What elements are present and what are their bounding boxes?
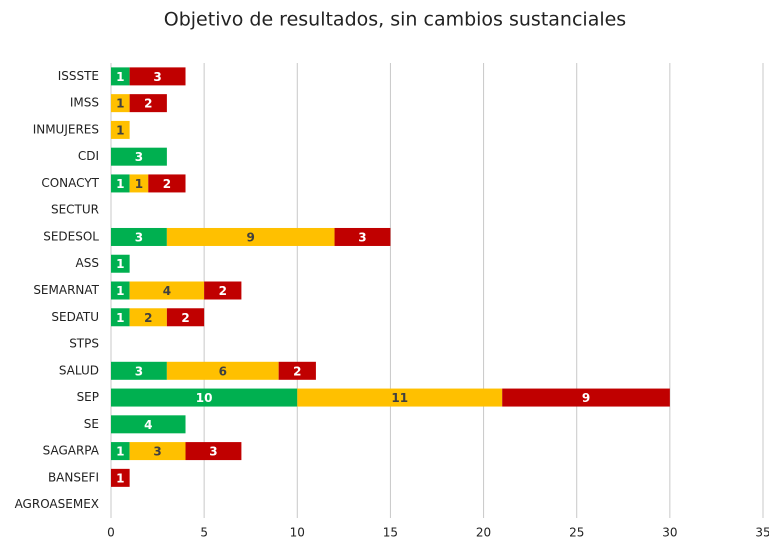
bar-segment <box>297 388 503 407</box>
y-tick-label: SAGARPA <box>43 444 100 458</box>
data-label: 3 <box>209 445 217 459</box>
bar-segment <box>129 67 186 86</box>
bar-segment <box>129 174 149 193</box>
data-label: 1 <box>116 123 124 137</box>
bar-segment <box>111 468 130 487</box>
data-label: 3 <box>153 70 161 84</box>
data-label: 1 <box>116 284 124 298</box>
y-tick-label: SEDESOL <box>43 229 99 243</box>
data-label: 1 <box>116 311 124 325</box>
bar-segment <box>111 361 167 380</box>
bar-segment <box>111 415 186 434</box>
bar-segment <box>111 281 130 300</box>
data-label: 1 <box>135 177 143 191</box>
x-tick-label: 30 <box>662 526 677 540</box>
bar-segment <box>278 361 316 380</box>
bar-segment <box>502 388 670 407</box>
x-tick-label: 0 <box>107 526 115 540</box>
x-tick-label: 10 <box>290 526 305 540</box>
bar-segment <box>166 308 205 327</box>
bar-segment <box>111 147 167 166</box>
bar-segment <box>185 442 242 461</box>
data-label: 1 <box>116 257 124 271</box>
data-label: 3 <box>135 230 143 244</box>
bar-segment <box>334 227 391 246</box>
data-label: 2 <box>163 177 171 191</box>
bar-segment <box>204 281 242 300</box>
bar-segment <box>129 94 167 113</box>
data-label: 6 <box>219 364 227 378</box>
bar-segment <box>111 227 167 246</box>
y-tick-label: CONACYT <box>41 176 99 190</box>
data-label: 3 <box>153 445 161 459</box>
data-label: 10 <box>196 391 213 405</box>
y-tick-label: SECTUR <box>51 203 99 217</box>
data-label: 2 <box>144 97 152 111</box>
bar-segment <box>129 308 167 327</box>
bar-segment <box>111 67 130 86</box>
x-tick-label: 25 <box>569 526 584 540</box>
y-tick-label: BANSEFI <box>48 470 99 484</box>
data-label: 2 <box>219 284 227 298</box>
data-label: 3 <box>135 364 143 378</box>
data-label: 1 <box>116 445 124 459</box>
data-label: 1 <box>116 177 124 191</box>
chart-title: Objetivo de resultados, sin cambios sust… <box>164 9 626 31</box>
bar-segment <box>111 442 130 461</box>
bar-segment <box>111 174 130 193</box>
x-tick-label: 20 <box>476 526 491 540</box>
bar-segment <box>148 174 186 193</box>
y-tick-label: SALUD <box>59 363 99 377</box>
y-tick-label: SE <box>84 417 99 431</box>
data-label: 2 <box>293 364 301 378</box>
bar-segment <box>166 227 335 246</box>
data-label: 9 <box>247 230 255 244</box>
y-tick-label: ISSSTE <box>58 69 99 83</box>
bar-segment <box>111 388 298 407</box>
y-tick-label: STPS <box>69 337 99 351</box>
y-tick-label: SEMARNAT <box>33 283 99 297</box>
bar-segment <box>111 120 130 139</box>
x-tick-label: 15 <box>383 526 398 540</box>
data-label: 1 <box>116 70 124 84</box>
y-tick-label: INMUJERES <box>33 122 99 136</box>
bar-segment <box>111 254 130 273</box>
bar-segment <box>111 94 130 113</box>
bar-segment <box>129 281 205 300</box>
bar-segment <box>166 361 279 380</box>
data-label: 3 <box>135 150 143 164</box>
y-tick-label: SEP <box>77 390 99 404</box>
bar-segment <box>129 442 186 461</box>
y-tick-label: ASS <box>76 256 99 270</box>
data-label: 9 <box>582 391 590 405</box>
data-label: 2 <box>181 311 189 325</box>
y-tick-label: CDI <box>78 149 99 163</box>
bar-segment <box>111 308 130 327</box>
data-label: 1 <box>116 97 124 111</box>
x-tick-label: 35 <box>755 526 769 540</box>
data-label: 3 <box>358 230 366 244</box>
data-label: 4 <box>144 418 152 432</box>
y-tick-label: AGROASEMEX <box>15 497 99 511</box>
data-label: 11 <box>391 391 408 405</box>
y-tick-label: SEDATU <box>51 310 99 324</box>
data-label: 1 <box>116 471 124 485</box>
y-tick-label: IMSS <box>70 96 99 110</box>
data-label: 2 <box>144 311 152 325</box>
data-label: 4 <box>163 284 171 298</box>
x-tick-label: 5 <box>200 526 208 540</box>
